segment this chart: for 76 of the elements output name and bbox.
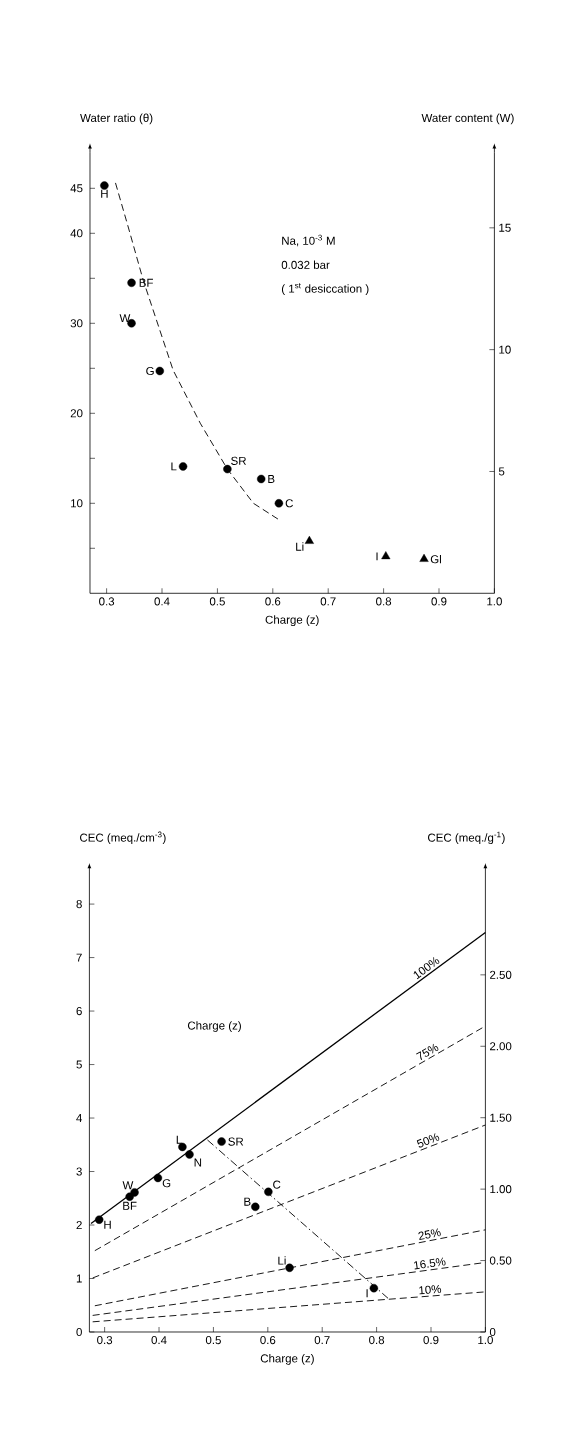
annotation: Li (296, 542, 304, 551)
x-tick-label: 1.0 (487, 597, 502, 606)
y-tick-label: 2 (76, 1221, 82, 1230)
x-tick-label: 0.5 (209, 597, 225, 606)
annotation: B (244, 1197, 251, 1206)
y-tick-label: 45 (70, 184, 83, 193)
y-tick-label: 5 (76, 1060, 82, 1069)
y2-axis-title: Water content (W) (421, 113, 514, 125)
annotation: C (285, 499, 293, 508)
x-axis-title: Charge (z) (260, 1354, 314, 1365)
annotation: Li (278, 1256, 286, 1265)
annotation: G (146, 366, 154, 376)
y2-tick-label: 10 (499, 345, 511, 354)
annotation: G (162, 1179, 171, 1188)
annotation: I (366, 1289, 368, 1298)
x-tick-label: 0.5 (205, 1336, 221, 1345)
y-axis-title: Water ratio (θ) (80, 113, 153, 125)
annotation: Gl (430, 554, 441, 564)
annotation: SR (231, 456, 247, 465)
series-label: 10% (419, 1284, 442, 1295)
text: 75% (416, 1043, 439, 1060)
x-tick-label: 0.9 (431, 597, 447, 606)
text: 50% (416, 1133, 440, 1148)
annotation: Charge (z) (187, 1021, 241, 1032)
annotation: B (268, 475, 275, 483)
x-tick-label: 1.0 (478, 1336, 493, 1345)
annotation: H (101, 189, 108, 198)
y-tick-label: 3 (76, 1167, 82, 1176)
y-tick-label: 0 (76, 1327, 82, 1337)
annotation: ( 1$^{st}$ desiccation ) (281, 283, 369, 295)
annotation: C (273, 1180, 281, 1189)
y-tick-label: 4 (76, 1114, 83, 1122)
annotation: H (104, 1220, 111, 1229)
y2-tick-label: 0.50 (489, 1256, 512, 1265)
y-tick-label: 10 (71, 499, 83, 508)
y2-tick-label: 1.50 (490, 1113, 512, 1122)
y-tick-label: 30 (70, 319, 83, 328)
y2-tick-label: 0 (489, 1327, 496, 1337)
annotation: SR (228, 1137, 244, 1146)
y-tick-label: 8 (76, 900, 82, 909)
x-tick-label: 0.4 (154, 597, 170, 606)
x-tick-label: 0.9 (423, 1336, 439, 1345)
annotation: N (194, 1158, 202, 1167)
annotation: I (376, 552, 378, 561)
x-tick-label: 0.7 (314, 1336, 330, 1345)
annotation: W (119, 314, 131, 323)
annotation: L (171, 462, 177, 471)
y2-axis-title: CEC (meq./g$^{-1}$) (428, 831, 505, 844)
annotation: W (122, 1181, 134, 1190)
y2-tick-label: 2.00 (490, 1042, 512, 1051)
x-tick-label: 0.3 (99, 597, 115, 606)
y-tick-label: 1 (76, 1274, 82, 1283)
y-tick-label: 20 (70, 409, 83, 418)
annotation: L (176, 1135, 182, 1144)
x-tick-label: 0.8 (369, 1336, 385, 1345)
y-tick-label: 6 (76, 1006, 82, 1016)
annotation: Na, 10$^{-3}$ M (282, 234, 335, 247)
y2-tick-label: 1.00 (490, 1185, 512, 1194)
x-axis-title: Charge (z) (265, 615, 319, 627)
y-tick-label: 40 (70, 229, 83, 238)
y-axis-title: CEC (meq./cm$^{-3}$) (80, 831, 166, 844)
x-tick-label: 0.6 (260, 1336, 276, 1345)
x-tick-label: 0.3 (97, 1336, 113, 1345)
text: 16.5% (414, 1257, 446, 1270)
annotation: BF (123, 1201, 137, 1210)
y2-tick-label: 15 (499, 223, 511, 232)
y2-tick-label: 2.50 (490, 970, 512, 979)
y2-tick-label: 5 (498, 467, 505, 476)
annotation: 0.032 bar (281, 260, 330, 269)
annotation: BF (139, 278, 153, 287)
x-tick-label: 0.4 (151, 1336, 167, 1345)
x-tick-label: 0.6 (265, 597, 281, 606)
text: 25% (418, 1228, 441, 1241)
y-tick-label: 7 (76, 953, 82, 962)
x-tick-label: 0.8 (376, 597, 392, 606)
x-tick-label: 0.7 (320, 597, 336, 606)
